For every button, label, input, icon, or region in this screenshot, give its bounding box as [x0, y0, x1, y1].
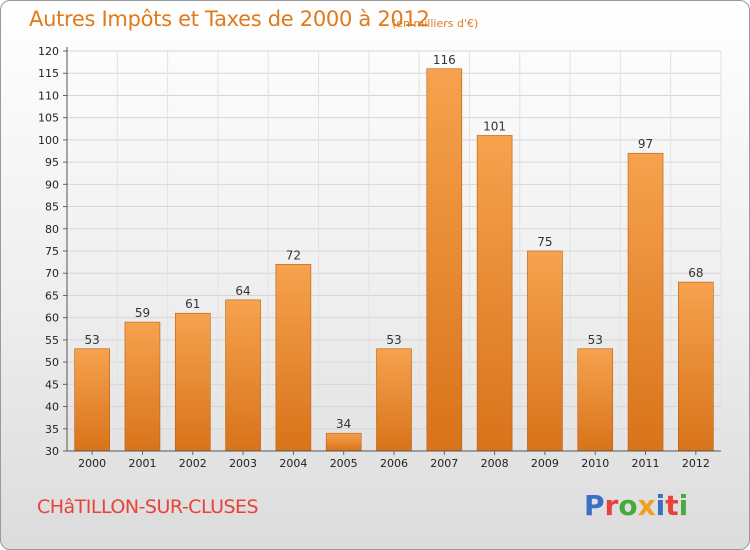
logo-letter: x	[637, 489, 656, 522]
x-tick-label: 2006	[380, 457, 408, 470]
y-tick-label: 30	[45, 445, 59, 458]
y-tick-label: 45	[45, 378, 59, 391]
x-tick-label: 2010	[581, 457, 609, 470]
y-tick-label: 95	[45, 156, 59, 169]
data-labels: 53 59 61 64 72 34 53 116 101 75 53 97 68	[85, 53, 704, 431]
data-label: 116	[433, 53, 456, 67]
data-label: 101	[483, 119, 506, 133]
bar[interactable]	[527, 250, 563, 452]
bar[interactable]	[376, 348, 412, 452]
bar[interactable]	[225, 299, 261, 452]
y-tick-label: 85	[45, 201, 59, 214]
logo-letter: r	[604, 489, 619, 522]
logo-letter: P	[584, 489, 605, 522]
bar[interactable]	[174, 312, 211, 452]
data-label: 61	[185, 297, 200, 311]
y-tick-label: 120	[38, 45, 59, 58]
y-tick-label: 105	[38, 112, 59, 125]
data-label: 59	[135, 306, 150, 320]
x-tick-label: 2001	[128, 457, 156, 470]
logo-letter: o	[618, 489, 638, 522]
bar[interactable]	[577, 348, 614, 452]
x-tick-label: 2004	[279, 457, 307, 470]
commune-name: CHâTILLON-SUR-CLUSES	[37, 496, 259, 518]
bar[interactable]	[476, 135, 513, 452]
proxiti-logo[interactable]: Proxiti	[584, 489, 688, 522]
y-tick-label: 35	[45, 423, 59, 436]
chart-unit: (en milliers d'€)	[392, 17, 479, 30]
y-tick-label: 115	[38, 67, 59, 80]
y-tick-label: 110	[38, 89, 59, 102]
axes: 30 35 40 45 50 55 60 65 70 75 80 85 90 95 100 105 110 115…	[38, 45, 721, 470]
data-label: 53	[588, 333, 603, 347]
data-label: 53	[85, 333, 100, 347]
bar[interactable]	[426, 68, 463, 452]
x-tick-label: 2008	[481, 457, 509, 470]
x-tick-label: 2000	[78, 457, 106, 470]
chart-title: Autres Impôts et Taxes de 2000 à 2012	[29, 7, 430, 31]
y-tick-label: 65	[45, 289, 59, 302]
y-tick-label: 60	[45, 312, 59, 325]
x-tick-label: 2009	[531, 457, 559, 470]
data-label: 97	[638, 137, 653, 151]
x-tick-label: 2002	[179, 457, 207, 470]
bar[interactable]	[627, 152, 664, 452]
x-tick-label: 2011	[632, 457, 660, 470]
y-tick-label: 55	[45, 334, 59, 347]
data-label: 64	[235, 284, 250, 298]
logo-letter: i	[678, 489, 689, 522]
x-tick-label: 2005	[330, 457, 358, 470]
bars	[74, 68, 714, 452]
data-label: 34	[336, 417, 351, 431]
y-tick-label: 80	[45, 223, 59, 236]
y-tick-label: 40	[45, 401, 59, 414]
data-label: 75	[537, 235, 552, 249]
y-tick-label: 50	[45, 356, 59, 369]
data-label: 53	[386, 333, 401, 347]
bar[interactable]	[74, 348, 110, 452]
y-tick-label: 100	[38, 134, 59, 147]
logo-letter: i	[655, 489, 666, 522]
bar[interactable]	[325, 432, 362, 452]
bar[interactable]	[124, 321, 161, 452]
x-tick-label: 2003	[229, 457, 257, 470]
data-label: 72	[286, 248, 301, 262]
bar[interactable]	[275, 264, 312, 452]
bar[interactable]	[678, 281, 714, 452]
x-tick-label: 2012	[682, 457, 710, 470]
x-tick-label: 2007	[430, 457, 458, 470]
logo-letter: t	[665, 489, 679, 522]
y-tick-label: 90	[45, 178, 59, 191]
data-label: 68	[688, 266, 703, 280]
y-tick-label: 70	[45, 267, 59, 280]
y-tick-label: 75	[45, 245, 59, 258]
